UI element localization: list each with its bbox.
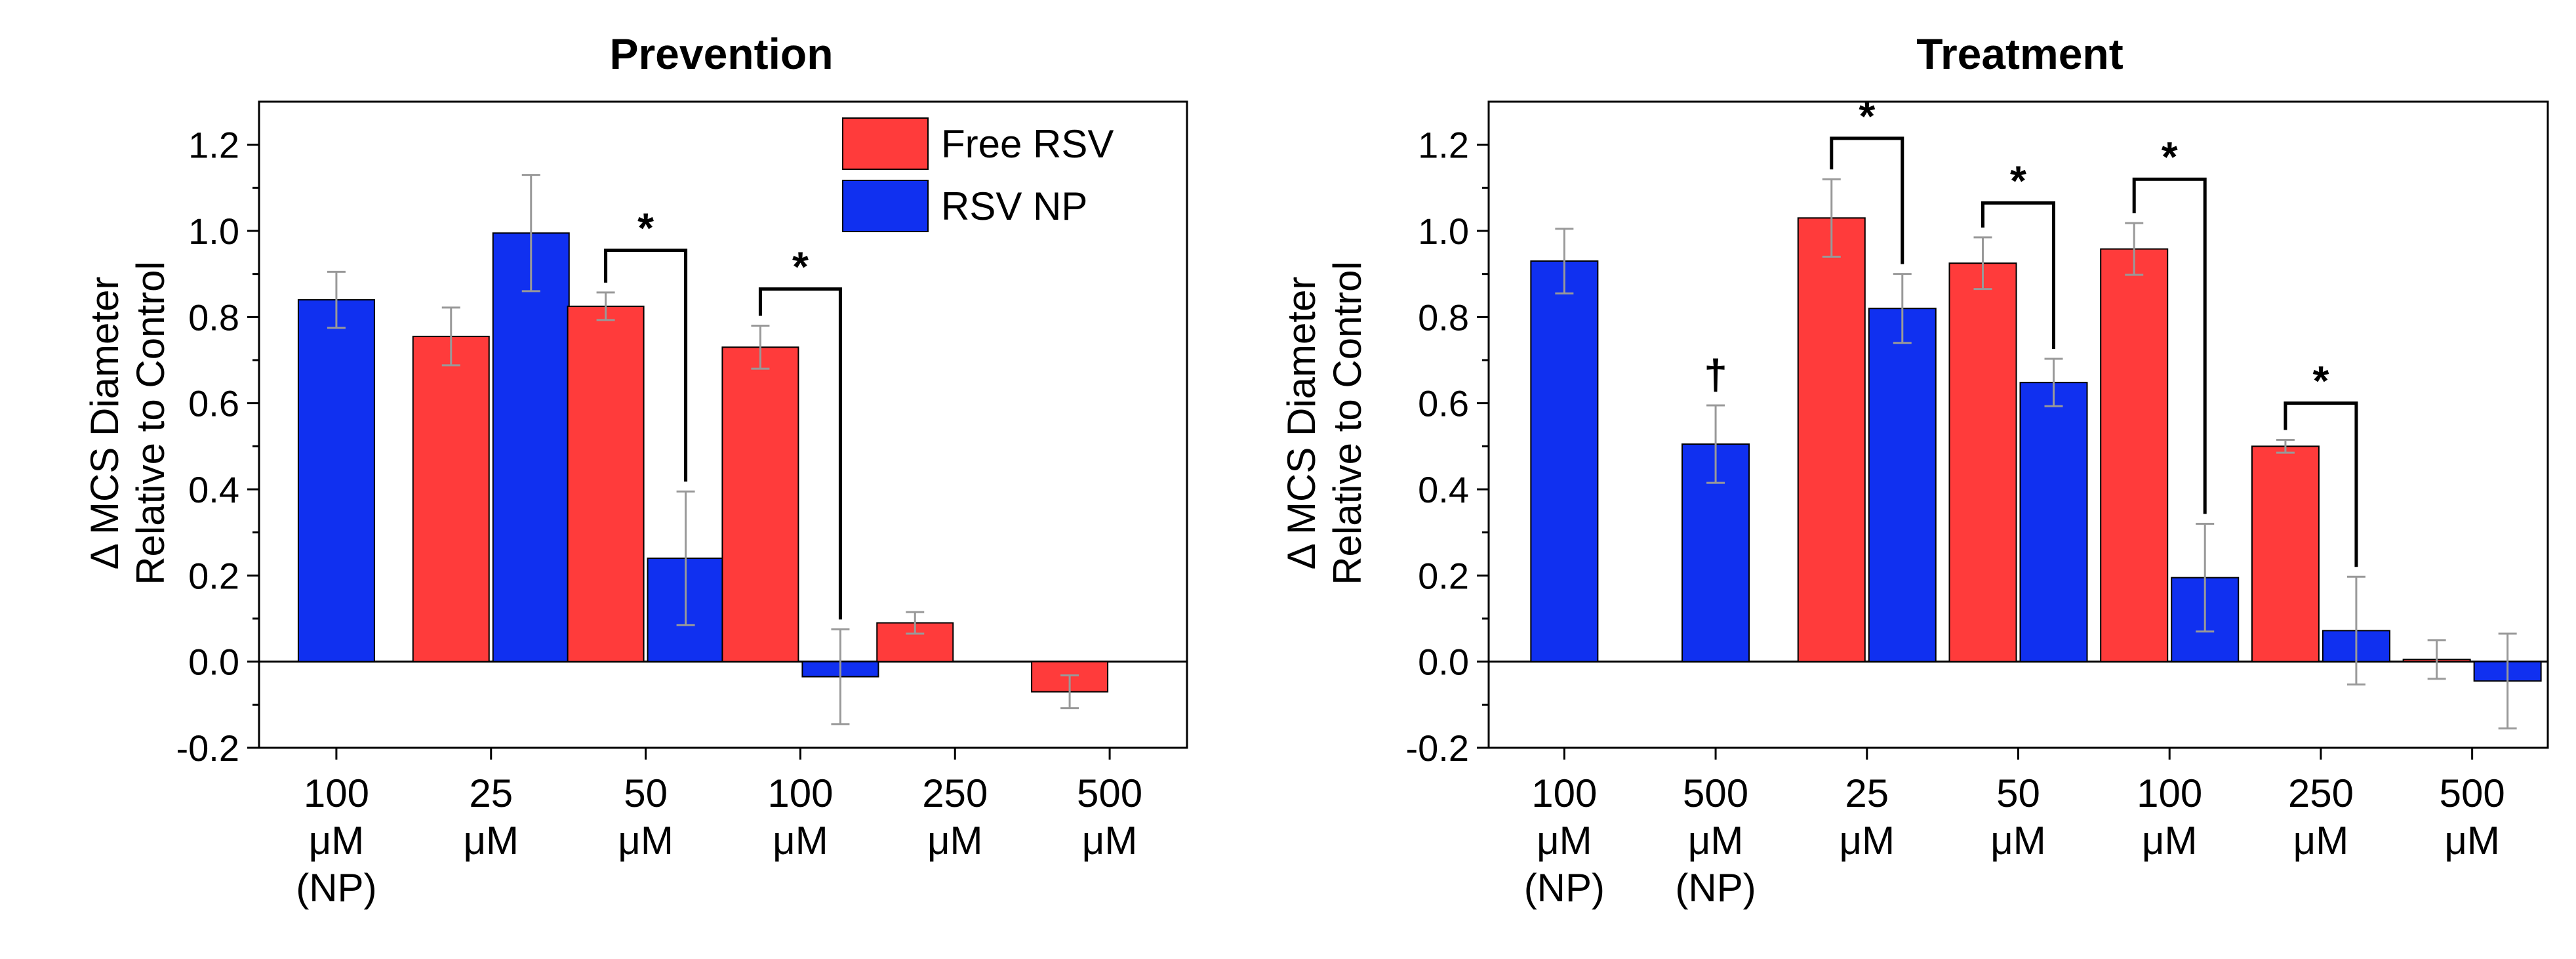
- x-category-label: μM: [463, 819, 519, 863]
- x-category-label: 25: [1845, 771, 1889, 815]
- y-axis-label-line1: Δ MCS Diameter: [83, 277, 127, 570]
- x-category-label: 500: [1683, 771, 1748, 815]
- significance-bracket: [2132, 177, 2207, 514]
- y-tick-label: 0.6: [1418, 383, 1469, 424]
- x-category-label: μM: [1990, 819, 2046, 863]
- dagger-annotation: †: [1704, 351, 1727, 398]
- y-axis-label-line2: Relative to Control: [1325, 261, 1369, 585]
- y-tick-label: 0.4: [1418, 469, 1469, 510]
- bar-rsv-np: [492, 232, 570, 663]
- x-category-label: 50: [624, 771, 668, 815]
- y-tick-label: 0.8: [1418, 296, 1469, 338]
- y-tick-label: 1.2: [188, 125, 239, 166]
- x-category-label: 100: [1531, 771, 1597, 815]
- x-category-label: μM: [2444, 819, 2500, 863]
- x-category-label: μM: [1688, 819, 1744, 863]
- y-axis-label-line1: Δ MCS Diameter: [1279, 277, 1323, 570]
- x-category-label: 100: [767, 771, 833, 815]
- legend-label-rsv-np: RSV NP: [941, 184, 1087, 228]
- x-category-label: μM: [1537, 819, 1592, 863]
- x-category-label: (NP): [296, 866, 376, 910]
- treatment-panel: Treatment Δ MCS Diameter Relative to Contr…: [1279, 30, 2549, 910]
- significance-asterisk: *: [2162, 133, 2178, 180]
- significance-asterisk: *: [792, 243, 809, 291]
- bar-rsv-np: [297, 299, 375, 663]
- bar-free-rsv: [567, 305, 645, 663]
- y-axis-label-line2: Relative to Control: [129, 261, 172, 585]
- x-category-label: 100: [2137, 771, 2202, 815]
- x-category-label: 500: [1077, 771, 1142, 815]
- y-tick-label: 0.0: [1418, 642, 1469, 683]
- significance-bracket: [1830, 136, 1904, 264]
- y-tick-label: 0.2: [1418, 555, 1469, 596]
- x-category-label: 25: [469, 771, 513, 815]
- bar-free-rsv: [2251, 445, 2320, 663]
- plot-frame: [258, 100, 1188, 749]
- bar-free-rsv: [721, 346, 799, 663]
- prevention-panel: Prevention Δ MCS Diameter Relative to Cont…: [83, 30, 1188, 910]
- significance-bracket: [2284, 401, 2358, 567]
- significance-asterisk: *: [637, 205, 654, 252]
- x-category-label: μM: [927, 819, 983, 863]
- y-tick-label: 1.2: [1418, 125, 1469, 166]
- bar-free-rsv: [1797, 217, 1866, 663]
- significance-asterisk: *: [2010, 157, 2026, 204]
- y-tick-label: 0.4: [188, 469, 239, 510]
- x-category-label: μM: [773, 819, 828, 863]
- y-tick-label: 0.2: [188, 555, 239, 596]
- x-category-label: μM: [618, 819, 674, 863]
- significance-bracket: [604, 249, 688, 482]
- significance-asterisk: *: [2312, 357, 2329, 405]
- bar-rsv-np: [2019, 382, 2088, 663]
- legend-swatch-rsv-np: [842, 180, 929, 232]
- x-category-label: 100: [304, 771, 369, 815]
- y-tick-label: 1.0: [1418, 211, 1469, 252]
- significance-asterisk: *: [1859, 92, 1875, 140]
- x-category-label: μM: [2142, 819, 2198, 863]
- y-tick-label: 0.8: [188, 296, 239, 338]
- x-category-label: 250: [922, 771, 988, 815]
- legend-swatch-free-rsv: [842, 117, 929, 170]
- x-category-label: 500: [2440, 771, 2505, 815]
- bar-free-rsv: [2100, 248, 2169, 663]
- y-tick-label: 0.0: [188, 642, 239, 683]
- bar-rsv-np: [1868, 308, 1937, 663]
- x-category-label: μM: [309, 819, 365, 863]
- significance-bracket: [1981, 201, 2055, 350]
- bar-rsv-np: [1530, 260, 1599, 663]
- x-category-label: μM: [2293, 819, 2349, 863]
- bar-free-rsv: [1948, 262, 2017, 663]
- bar-free-rsv: [412, 335, 490, 663]
- x-category-label: μM: [1840, 819, 1895, 863]
- x-category-label: (NP): [1675, 866, 1756, 910]
- y-tick-label: 0.6: [188, 383, 239, 424]
- x-category-label: 250: [2288, 771, 2354, 815]
- chart-title: Prevention: [609, 30, 833, 78]
- x-category-label: μM: [1082, 819, 1138, 863]
- y-tick-label: 1.0: [188, 211, 239, 252]
- x-category-label: (NP): [1524, 866, 1605, 910]
- chart-title: Treatment: [1916, 30, 2123, 78]
- y-tick-label: -0.2: [1406, 727, 1470, 769]
- legend-label-free-rsv: Free RSV: [941, 122, 1114, 166]
- x-category-label: 50: [1996, 771, 2040, 815]
- y-tick-label: -0.2: [176, 727, 240, 769]
- significance-bracket: [758, 287, 842, 620]
